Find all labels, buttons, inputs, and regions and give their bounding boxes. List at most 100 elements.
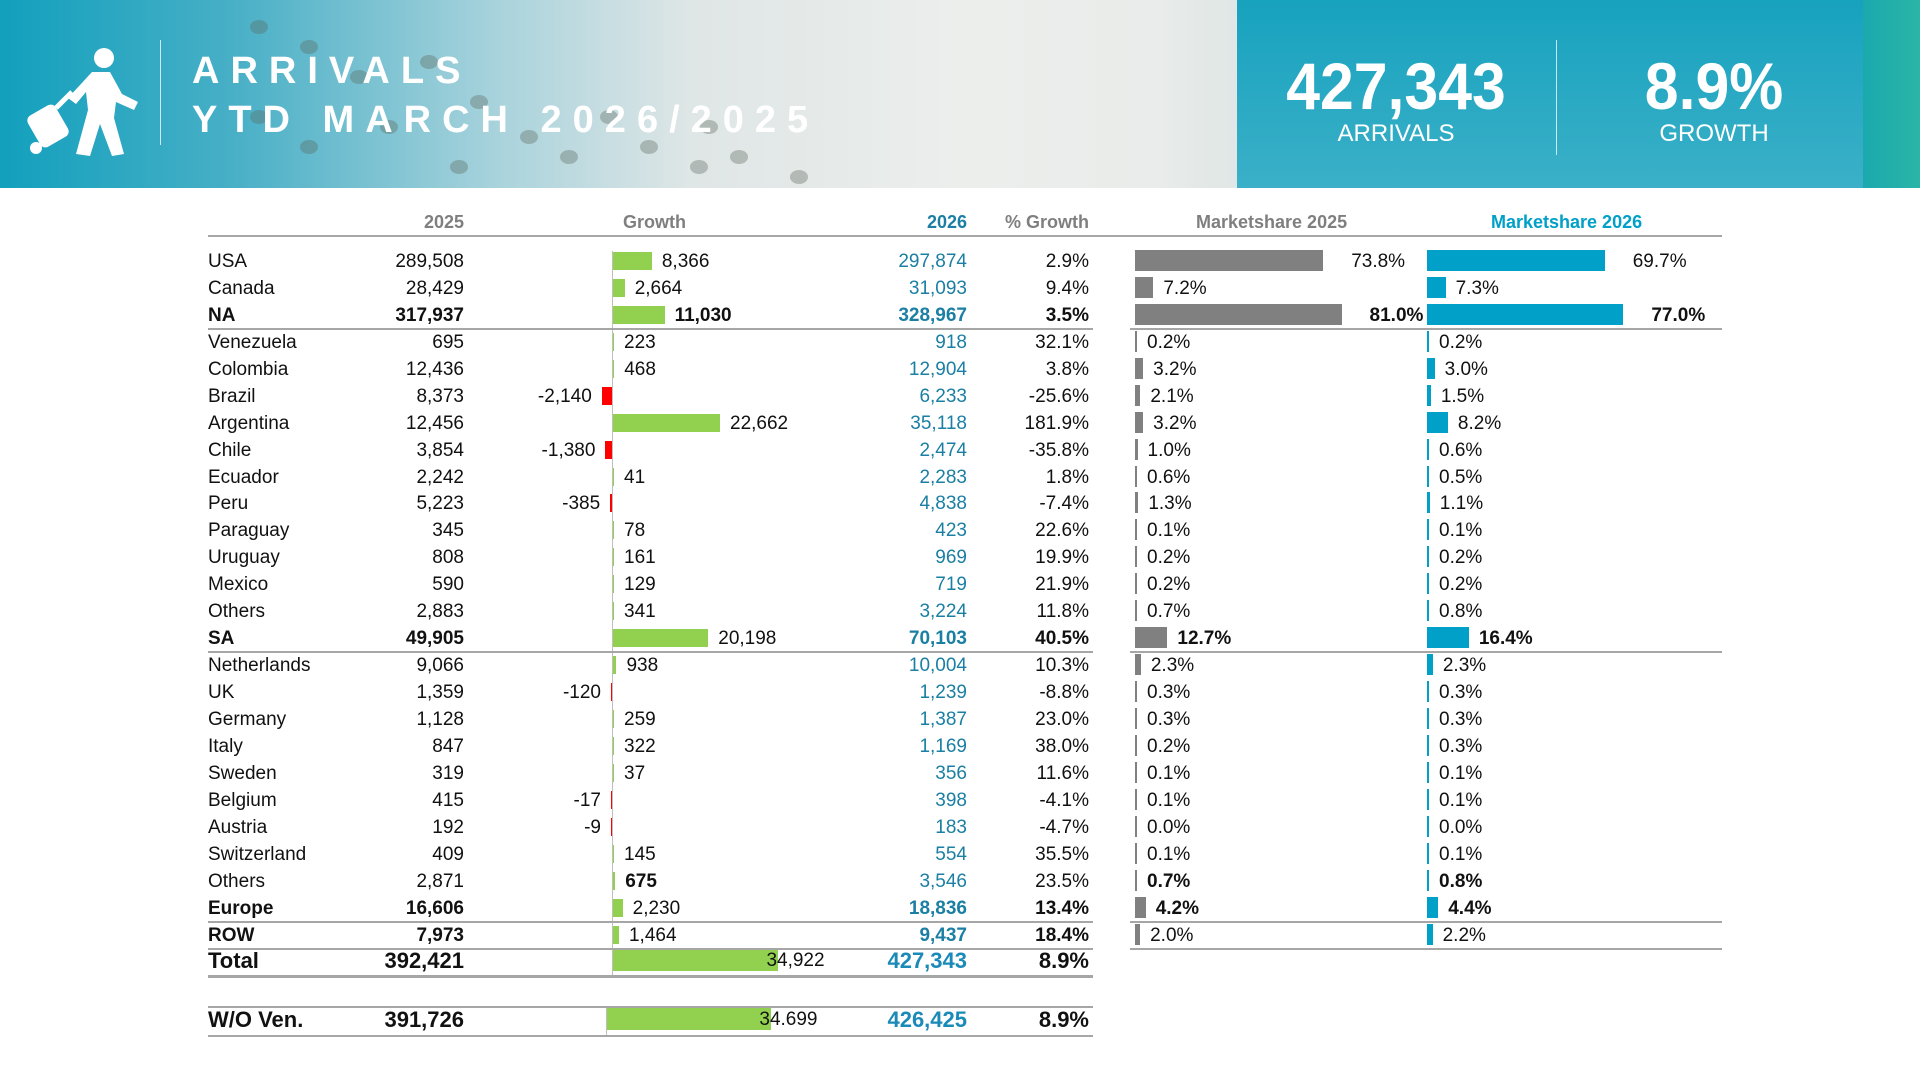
ms2026-bar xyxy=(1427,761,1429,783)
country-name: Chile xyxy=(208,439,252,461)
growth-value: 322 xyxy=(624,735,656,757)
ms2025-bar xyxy=(1135,411,1144,433)
beach-background-image xyxy=(0,0,1920,188)
growth-bar xyxy=(612,629,709,648)
value-2026: 35,118 xyxy=(910,412,967,434)
ms-group-separator xyxy=(1130,921,1722,923)
country-name: Peru xyxy=(208,493,249,515)
ms2026-value: 3.0% xyxy=(1444,358,1488,380)
ms2026-value: 77.0% xyxy=(1651,304,1706,326)
country-name: Belgium xyxy=(208,789,277,811)
ms2025-bar xyxy=(1135,815,1137,837)
value-2026: 423 xyxy=(935,520,967,542)
ms2025-bar xyxy=(1135,546,1137,568)
ms2026-value: 4.4% xyxy=(1448,897,1492,919)
beach-umbrella xyxy=(450,160,468,174)
ms2025-value: 0.1% xyxy=(1147,843,1191,865)
value-2025: 2,871 xyxy=(416,870,464,892)
growth-value: -120 xyxy=(562,682,601,704)
ms2025-value: 2.3% xyxy=(1150,655,1195,677)
table-row: Germany 1,128 259 1,387 23.0% 0.3% 0.3% xyxy=(0,706,1920,733)
table-row: Others 2,871 675 3,546 23.5% 0.7% 0.8% xyxy=(0,868,1920,895)
value-2025: 345 xyxy=(432,520,464,542)
header-banner: ARRIVALS YTD MARCH 2026/2025 427,343 ARR… xyxy=(0,0,1920,188)
ms2025-value: 0.7% xyxy=(1147,870,1191,892)
ms2025-value: 73.8% xyxy=(1351,251,1406,272)
ms2026-value: 7.3% xyxy=(1455,277,1499,299)
pct-growth: -25.6% xyxy=(1028,385,1089,407)
growth-value: -385 xyxy=(562,493,601,515)
ms2026-value: 0.8% xyxy=(1439,870,1483,892)
ms2026-bar xyxy=(1427,869,1430,891)
value-2025: 415 xyxy=(432,789,464,811)
value-2025: 49,905 xyxy=(405,628,464,650)
kpi-arrivals-value: 427,343 xyxy=(1286,49,1506,123)
value-2025: 590 xyxy=(432,574,464,596)
value-2025: 392,421 xyxy=(384,948,464,973)
beach-umbrella xyxy=(420,55,438,69)
ms2026-bar xyxy=(1427,330,1429,352)
kpi-panel xyxy=(1237,0,1863,188)
country-name: Mexico xyxy=(208,574,269,596)
table-row: Brazil 8,373 -2,140 6,233 -25.6% 2.1% 1.5% xyxy=(0,383,1920,410)
growth-bar xyxy=(612,575,614,594)
ms2025-value: 12.7% xyxy=(1177,628,1232,650)
ms2025-bar xyxy=(1135,357,1144,379)
country-name: W/O Ven. xyxy=(208,1007,304,1032)
pct-growth: 3.5% xyxy=(1045,304,1089,326)
pct-growth: -35.8% xyxy=(1028,439,1089,461)
growth-bar xyxy=(612,467,614,486)
country-name: SA xyxy=(208,628,235,650)
growth-value: -17 xyxy=(573,789,601,811)
value-2026: 6,233 xyxy=(919,385,967,407)
growth-value: 11,030 xyxy=(674,304,732,326)
pct-growth: 11.8% xyxy=(1036,601,1089,623)
value-2025: 391,726 xyxy=(384,1007,464,1032)
value-2026: 10,004 xyxy=(908,655,967,677)
beach-umbrella xyxy=(560,150,578,164)
ms2026-value: 0.1% xyxy=(1439,520,1483,542)
growth-value: 468 xyxy=(624,358,656,380)
pct-growth: 2.9% xyxy=(1045,251,1089,272)
col-header-pct-growth: % Growth xyxy=(1005,212,1089,232)
ms2026-bar xyxy=(1427,250,1605,271)
growth-bar xyxy=(612,898,623,917)
ms2025-bar xyxy=(1135,303,1342,325)
value-2026: 183 xyxy=(935,816,967,838)
ms2025-bar xyxy=(1135,627,1168,649)
beach-umbrella xyxy=(250,20,268,34)
growth-bar xyxy=(612,709,614,728)
growth-value: 341 xyxy=(624,601,656,623)
beach-umbrella xyxy=(690,160,708,174)
country-name: Venezuela xyxy=(208,331,297,353)
growth-bar xyxy=(612,332,614,351)
col-header-2025: 2025 xyxy=(423,212,464,232)
ms2026-bar xyxy=(1427,600,1430,622)
pct-growth: 1.8% xyxy=(1045,466,1089,488)
kpi-growth-label: GROWTH xyxy=(1659,120,1769,147)
ms2025-bar xyxy=(1135,519,1137,541)
beach-umbrella xyxy=(350,70,368,84)
growth-value: 20,198 xyxy=(718,628,777,650)
growth-bar xyxy=(612,252,652,270)
table-row: Chile 3,854 -1,380 2,474 -35.8% 1.0% 0.6% xyxy=(0,437,1920,464)
value-2026: 70,103 xyxy=(908,628,967,650)
ms2026-bar xyxy=(1427,707,1429,729)
beach-umbrella xyxy=(250,110,268,124)
pct-growth: 19.9% xyxy=(1035,547,1089,569)
growth-value: 34.699 xyxy=(759,1009,818,1030)
country-name: Switzerland xyxy=(208,843,307,865)
ms2026-bar xyxy=(1427,654,1433,676)
ms2026-value: 0.2% xyxy=(1439,547,1483,569)
value-2025: 5,223 xyxy=(416,493,464,515)
table-row: SA 49,905 20,198 70,103 40.5% 12.7% 16.4% xyxy=(0,625,1920,652)
growth-bar-negative xyxy=(611,790,612,809)
ms2025-value: 0.1% xyxy=(1147,789,1191,811)
value-2026: 12,904 xyxy=(908,358,967,380)
beach-umbrella xyxy=(730,150,748,164)
ms2025-bar xyxy=(1135,869,1137,891)
ms2025-bar xyxy=(1135,573,1137,595)
ms2026-bar xyxy=(1427,411,1448,433)
value-2026: 9,437 xyxy=(919,924,967,946)
ms2026-value: 0.1% xyxy=(1439,843,1483,865)
